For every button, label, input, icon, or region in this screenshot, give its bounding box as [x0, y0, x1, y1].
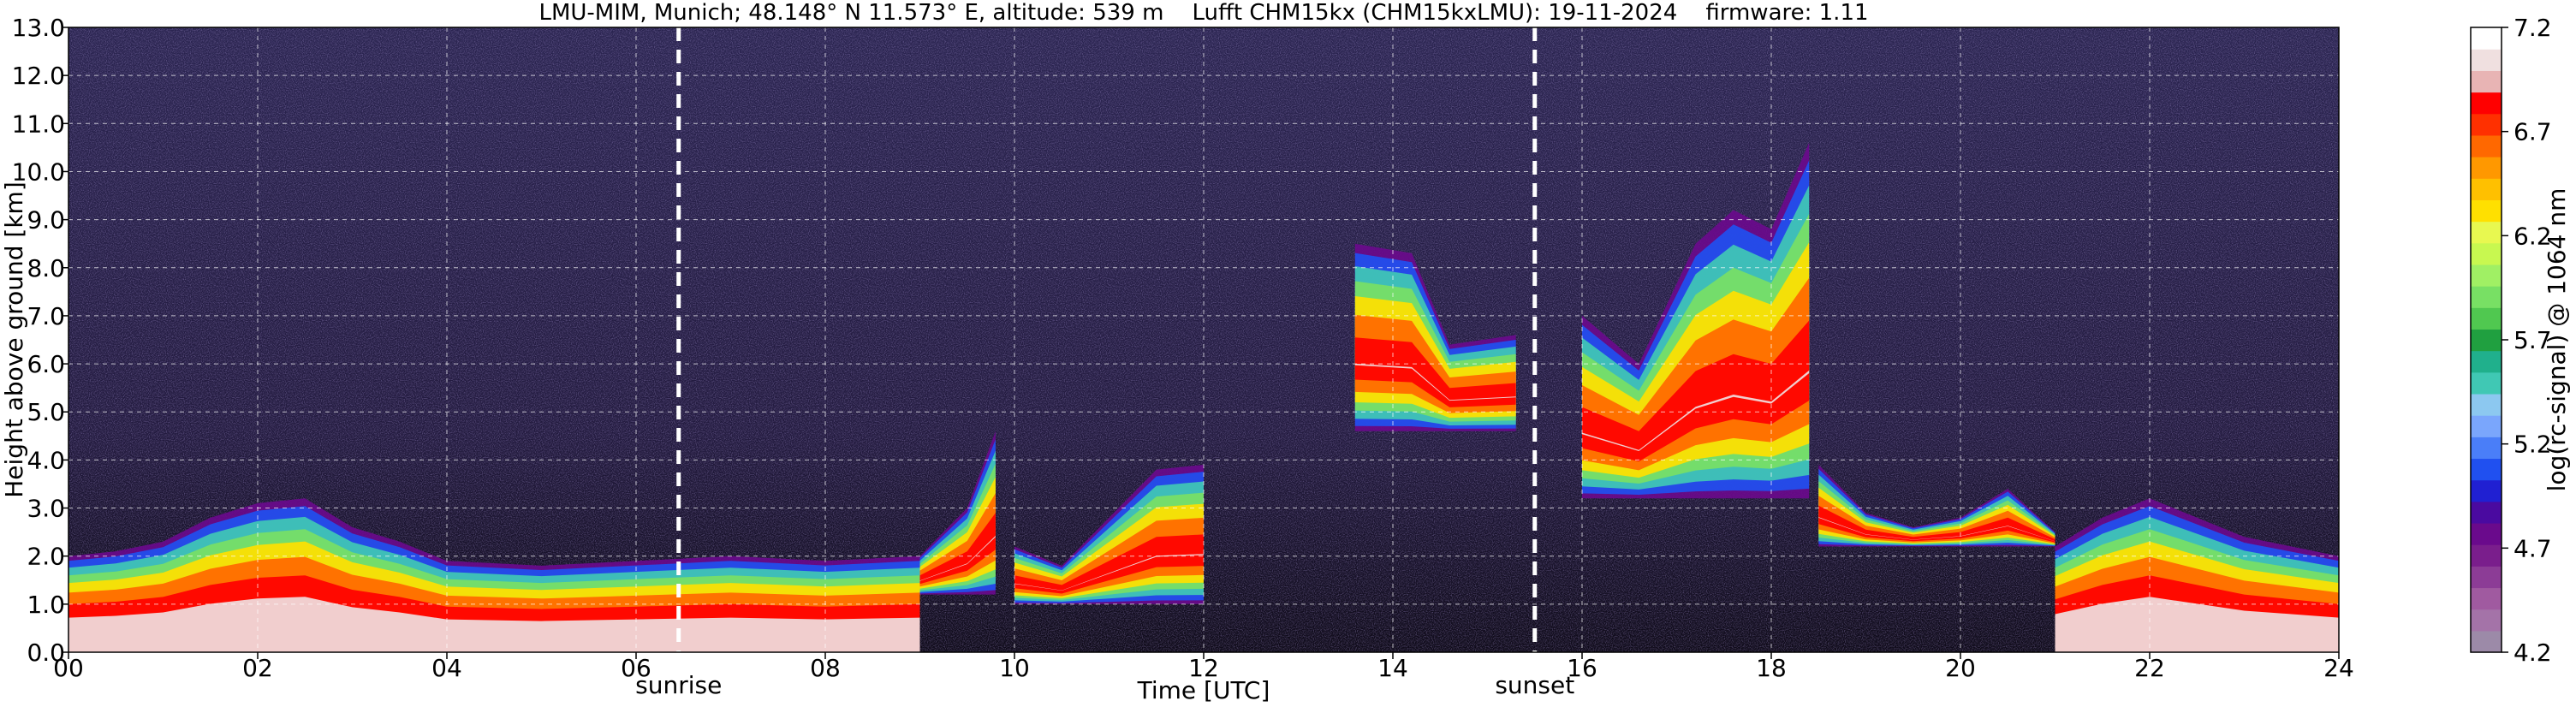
colorbar-swatch	[2471, 587, 2502, 610]
layer-rising_plume-band-6	[919, 513, 996, 585]
colorbar-swatch	[2471, 286, 2502, 308]
y-tick-label: 3.0	[27, 495, 65, 523]
layer-boundary_layer_morning-band-7	[68, 597, 920, 652]
colorbar-swatch	[2471, 544, 2502, 567]
y-tick-label: 7.0	[27, 302, 65, 330]
colorbar-tick-label: 6.7	[2514, 118, 2552, 146]
sunset-label: sunset	[1495, 671, 1574, 699]
x-tick-label: 06	[621, 654, 651, 682]
colorbar-swatch	[2471, 157, 2502, 179]
colorbar-swatch	[2471, 630, 2502, 653]
colorbar-swatch	[2471, 27, 2502, 50]
sun-markers: sunrise sunset	[635, 27, 1574, 699]
colorbar-swatch	[2471, 393, 2502, 416]
colorbar-swatch	[2471, 199, 2502, 223]
colorbar-swatch	[2471, 92, 2502, 115]
colorbar-tick-label: 4.2	[2514, 639, 2552, 667]
colorbar-tick-label: 5.2	[2514, 431, 2552, 459]
colorbar-swatch	[2471, 415, 2502, 437]
y-tick-label: 1.0	[27, 591, 65, 619]
y-tick-label: 2.0	[27, 543, 65, 571]
layer-cirrus_14_15h-band-6	[1354, 337, 1516, 407]
colorbar-swatch	[2471, 70, 2502, 93]
colorbar-swatch	[2471, 113, 2502, 136]
colorbar: 4.2 4.7 5.2 5.7 6.2 6.7 7.2	[2470, 14, 2552, 667]
grid-lines	[68, 27, 2340, 653]
chart-title: LMU-MIM, Munich; 48.148° N 11.573° E, al…	[538, 0, 1868, 26]
y-tick-label: 10.0	[12, 157, 65, 186]
x-tick-label: 16	[1567, 654, 1597, 682]
y-tick-label: 6.0	[27, 350, 65, 378]
colorbar-label: log(rc-signal) @ 1064 nm	[2543, 188, 2571, 492]
colorbar-swatch	[2471, 307, 2502, 330]
colorbar-swatch	[2471, 501, 2502, 524]
y-tick-label: 12.0	[12, 62, 65, 90]
x-tick-label: 14	[1377, 654, 1408, 682]
colorbar-tick-label: 7.2	[2514, 14, 2552, 42]
colorbar-swatch	[2471, 329, 2502, 352]
x-tick-label: 04	[431, 654, 462, 682]
colorbar-tick-label: 4.7	[2514, 534, 2552, 562]
x-tick-label: 02	[242, 654, 273, 682]
layer-afternoon_cloud_17_18h-band-6	[1582, 320, 1810, 462]
layer-midday_clouds-band-6	[1014, 534, 1204, 594]
x-tick-label: 12	[1188, 654, 1219, 682]
sunrise-label: sunrise	[635, 671, 722, 699]
colorbar-swatch	[2471, 264, 2502, 287]
colorbar-swatch	[2471, 49, 2502, 71]
x-tick-label: 10	[999, 654, 1030, 682]
x-axis-label: Time [UTC]	[1137, 676, 1270, 704]
aerosol-cloud-layers	[68, 142, 2339, 652]
colorbar-swatch	[2471, 134, 2502, 157]
colorbar-swatch	[2471, 609, 2502, 632]
colorbar-tick-label: 5.7	[2514, 326, 2552, 354]
colorbar-swatch	[2471, 371, 2502, 395]
y-tick-label: 9.0	[27, 206, 65, 235]
y-tick-label: 11.0	[12, 110, 65, 138]
colorbar-swatch	[2471, 479, 2502, 502]
colorbar-swatch	[2471, 522, 2502, 545]
colorbar-swatch	[2471, 437, 2502, 460]
x-tick-label: 18	[1756, 654, 1787, 682]
colorbar-swatch	[2471, 178, 2502, 200]
x-tick-label: 20	[1945, 654, 1976, 682]
colorbar-swatch	[2471, 458, 2502, 481]
x-tick-label: 24	[2323, 654, 2354, 682]
y-tick-label: 5.0	[27, 398, 65, 426]
colorbar-swatch	[2471, 221, 2502, 244]
colorbar-swatch	[2471, 242, 2502, 265]
layer-boundary_layer_evening-band-7	[2055, 597, 2339, 652]
y-tick-label: 4.0	[27, 446, 65, 474]
y-axis-label: Height above ground [km]	[0, 181, 28, 498]
x-tick-label: 00	[53, 654, 84, 682]
x-axis: 00 02 04 06 08 10 12 14 16 18 20 22 24	[53, 652, 2354, 682]
colorbar-swatch	[2471, 350, 2502, 373]
layer-evening_layer-band-6	[1818, 505, 2055, 543]
x-tick-label: 22	[2134, 654, 2165, 682]
y-axis: 0.0 1.0 2.0 3.0 4.0 5.0 6.0 7.0 8.0 9.0 10.0 11.0 12…	[12, 14, 68, 667]
x-tick-label: 08	[810, 654, 841, 682]
y-tick-label: 13.0	[12, 14, 65, 42]
y-tick-label: 8.0	[27, 254, 65, 282]
colorbar-tick-label: 6.2	[2514, 222, 2552, 250]
colorbar-swatch	[2471, 566, 2502, 589]
y-tick-label: 0.0	[27, 639, 65, 667]
